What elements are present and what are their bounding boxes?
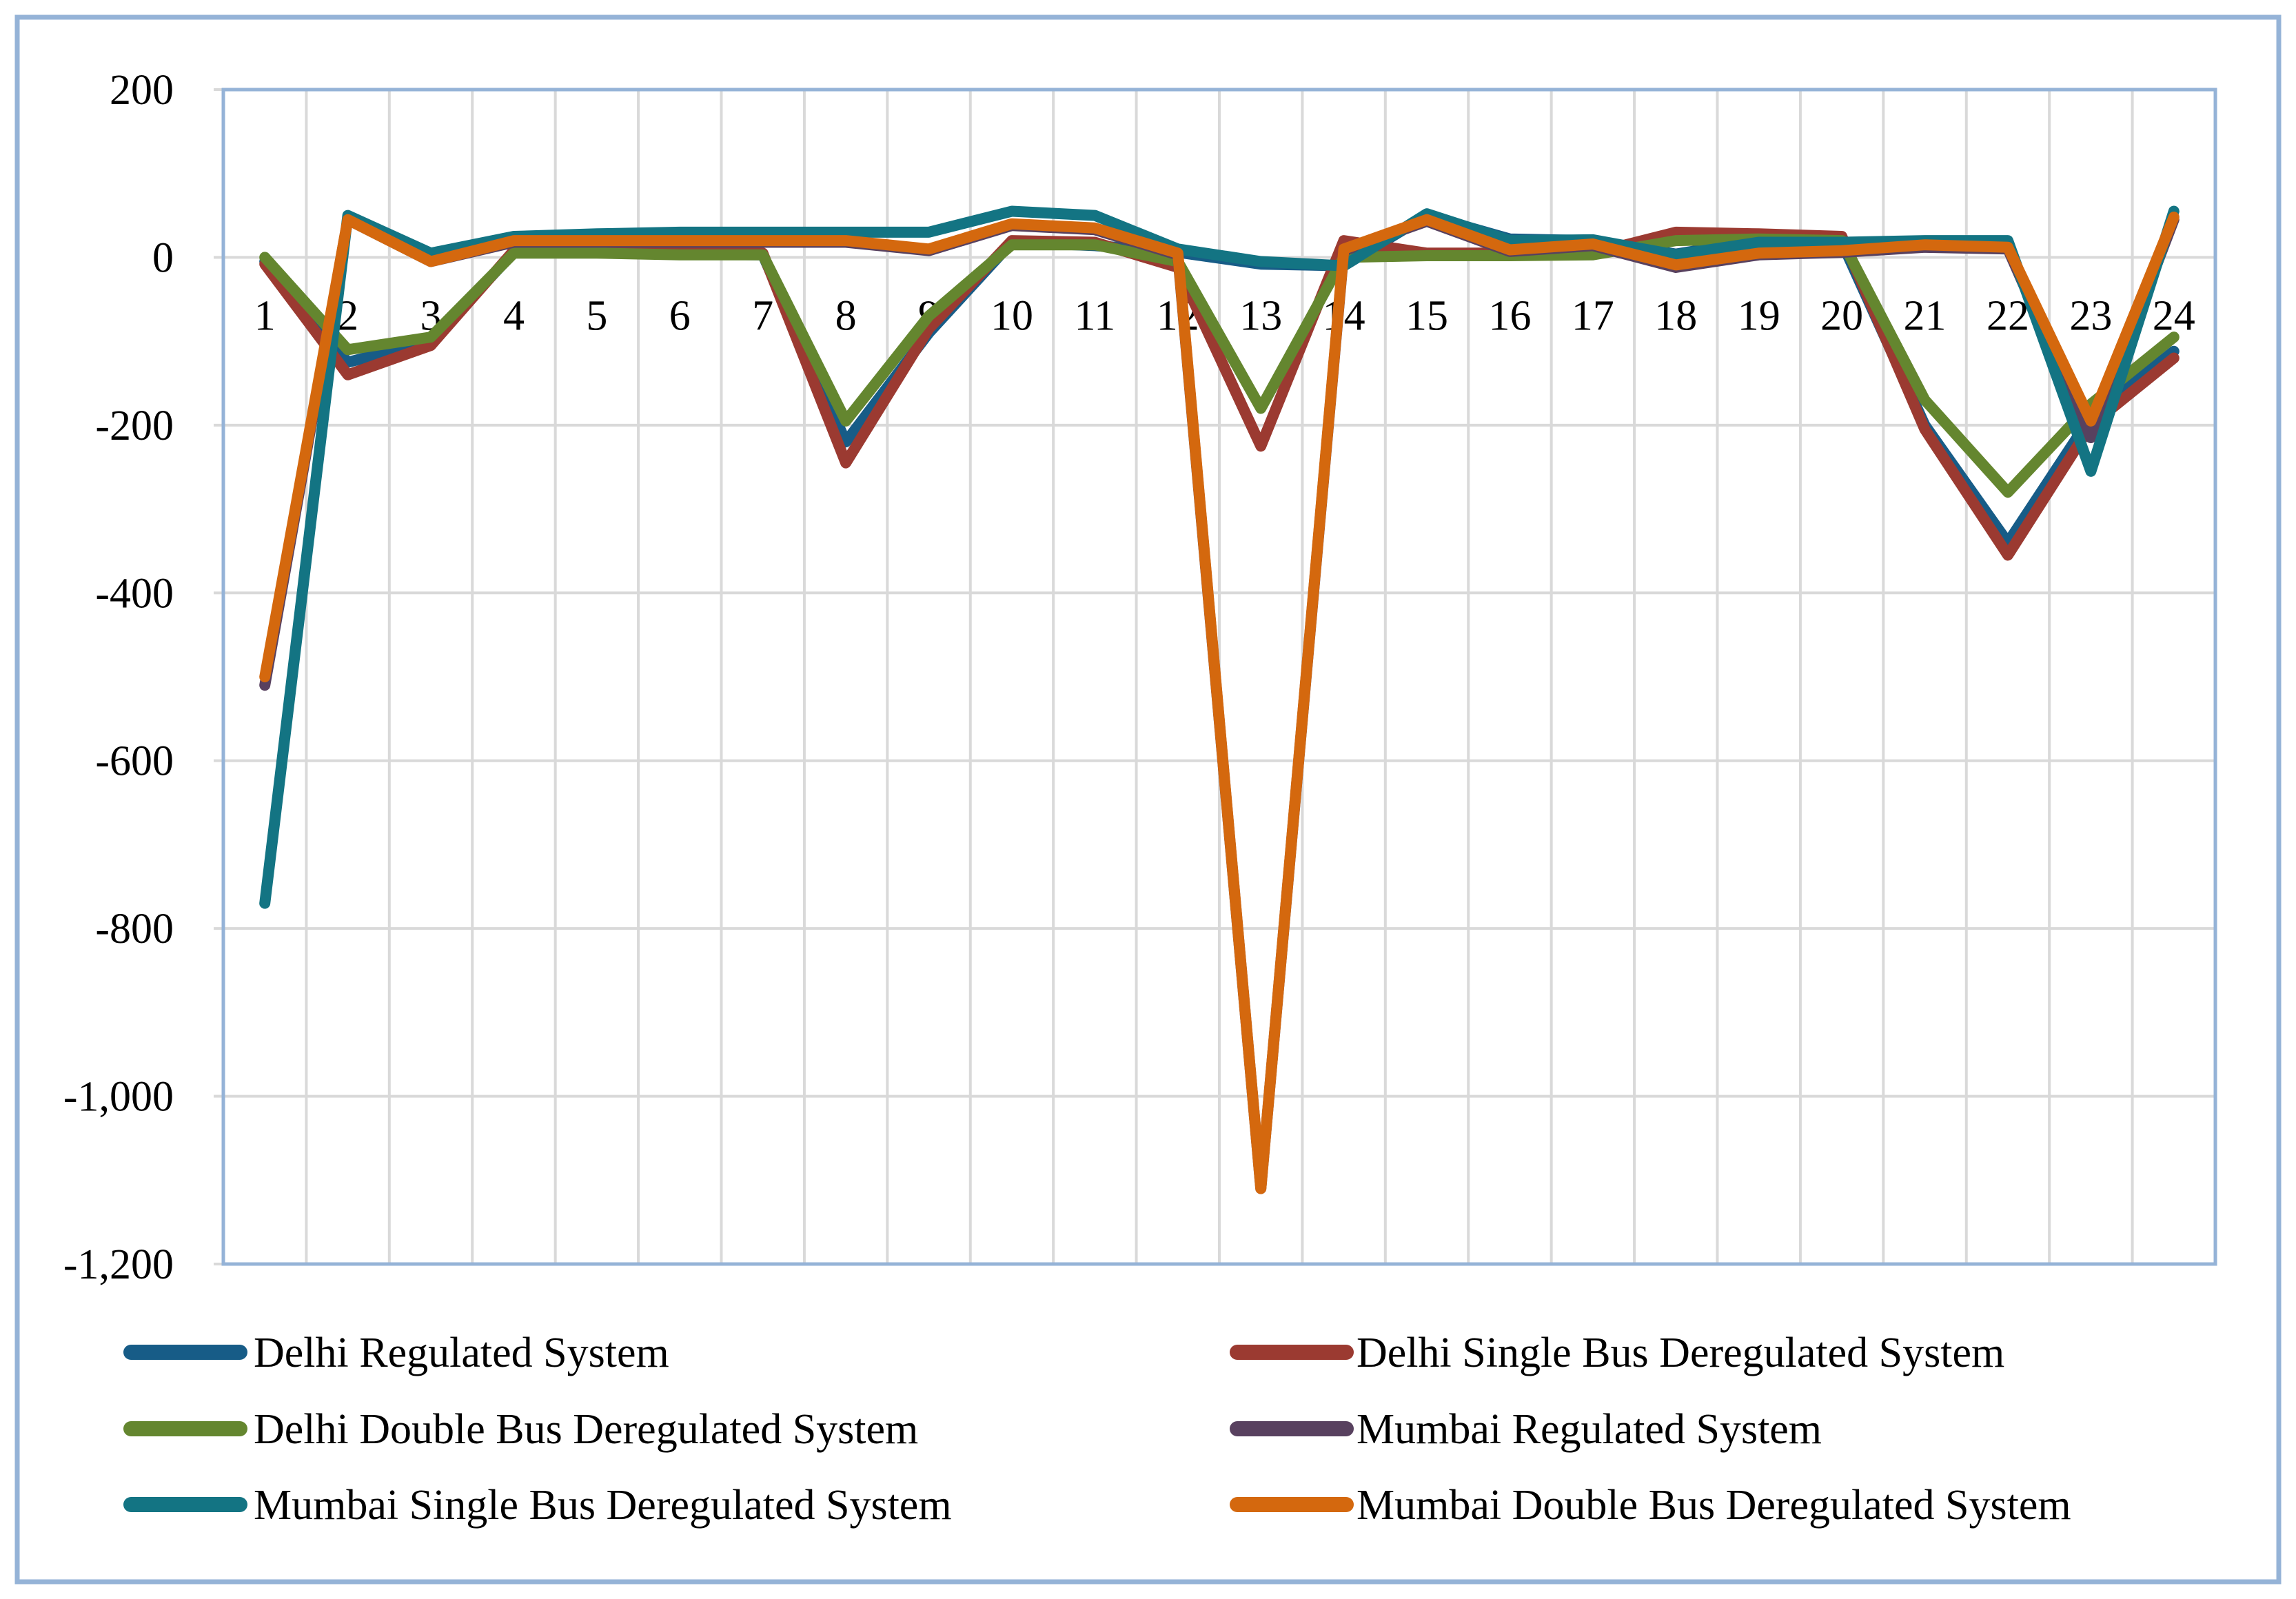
legend-label-mumbai-single-bus-deregulated-system: Mumbai Single Bus Deregulated System bbox=[254, 1482, 952, 1529]
y-axis-tick-label: -800 bbox=[95, 906, 174, 953]
x-axis-tick-label: 17 bbox=[1572, 292, 1614, 339]
x-axis-tick-label: 8 bbox=[835, 292, 857, 339]
x-axis-tick-label: 18 bbox=[1654, 292, 1697, 339]
chart-outer-border bbox=[14, 14, 2282, 1585]
x-axis-tick-label: 23 bbox=[2069, 292, 2112, 339]
plot-border bbox=[221, 88, 2217, 1266]
y-axis-tick-label: -1,000 bbox=[63, 1074, 174, 1121]
legend-label-mumbai-regulated-system: Mumbai Regulated System bbox=[1357, 1406, 1822, 1453]
legend-swatch-delhi-single-bus-deregulated-system bbox=[1230, 1345, 1354, 1360]
y-axis-tick-label: -1,200 bbox=[63, 1241, 174, 1288]
x-axis-tick-label: 22 bbox=[1987, 292, 2029, 339]
x-axis-tick-label: 7 bbox=[752, 292, 773, 339]
series-line-delhi-double-bus-deregulated-system bbox=[259, 233, 2180, 498]
legend-swatch-mumbai-regulated-system bbox=[1230, 1421, 1354, 1436]
x-axis-tick-label: 15 bbox=[1405, 292, 1448, 339]
x-axis-tick-label: 1 bbox=[254, 292, 276, 339]
legend-swatch-delhi-regulated-system bbox=[123, 1345, 247, 1360]
x-axis-tick-label: 24 bbox=[2153, 292, 2195, 339]
legend-swatch-delhi-double-bus-deregulated-system bbox=[123, 1421, 247, 1436]
x-axis-tick-label: 19 bbox=[1738, 292, 1780, 339]
x-axis-tick-label: 20 bbox=[1820, 292, 1863, 339]
legend-label-delhi-single-bus-deregulated-system: Delhi Single Bus Deregulated System bbox=[1357, 1330, 2004, 1376]
y-axis-tick-label: -200 bbox=[95, 403, 174, 449]
x-axis-tick-label: 4 bbox=[503, 292, 525, 339]
y-axis-tick-label: -400 bbox=[95, 570, 174, 617]
x-axis-tick-label: 13 bbox=[1239, 292, 1282, 339]
x-axis-tick-label: 6 bbox=[669, 292, 691, 339]
series-line-mumbai-double-bus-deregulated-system bbox=[259, 212, 2180, 1194]
legend-label-mumbai-double-bus-deregulated-system: Mumbai Double Bus Deregulated System bbox=[1357, 1482, 2071, 1529]
x-axis-tick-label: 21 bbox=[1904, 292, 1947, 339]
legend-label-delhi-regulated-system: Delhi Regulated System bbox=[254, 1330, 669, 1376]
legend-label-delhi-double-bus-deregulated-system: Delhi Double Bus Deregulated System bbox=[254, 1406, 918, 1453]
x-axis-tick-label: 11 bbox=[1075, 292, 1116, 339]
legend-swatch-mumbai-double-bus-deregulated-system bbox=[1230, 1497, 1354, 1512]
y-axis-tick-label: -600 bbox=[95, 738, 174, 785]
x-axis-tick-label: 10 bbox=[990, 292, 1033, 339]
y-axis-tick-label: 200 bbox=[110, 67, 174, 114]
x-axis-tick-label: 5 bbox=[586, 292, 607, 339]
x-axis-tick-label: 16 bbox=[1488, 292, 1531, 339]
legend-swatch-mumbai-single-bus-deregulated-system bbox=[123, 1497, 247, 1512]
series-line-mumbai-single-bus-deregulated-system bbox=[259, 205, 2180, 909]
y-axis-tick-label: 0 bbox=[152, 234, 174, 281]
